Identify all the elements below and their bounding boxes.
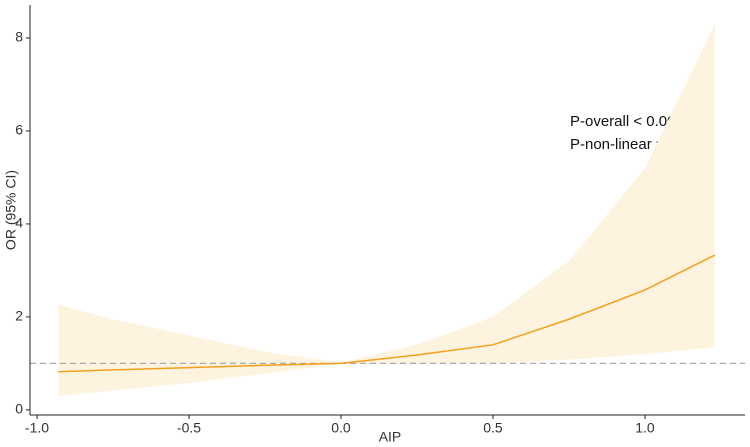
ci-band bbox=[58, 24, 715, 396]
x-axis-title: AIP bbox=[379, 429, 402, 445]
x-tick-label: 1.0 bbox=[635, 420, 655, 436]
y-tick-label: 8 bbox=[15, 29, 23, 45]
y-axis-title: OR (95% CI) bbox=[3, 170, 19, 250]
x-tick-label: -1.0 bbox=[25, 420, 49, 436]
x-tick-label: 0.0 bbox=[331, 420, 351, 436]
x-tick-label: -0.5 bbox=[177, 420, 201, 436]
y-tick-label: 0 bbox=[15, 401, 23, 417]
y-tick-label: 4 bbox=[15, 215, 23, 231]
y-tick-label: 6 bbox=[15, 122, 23, 138]
annotation: P-overall < 0.0001 bbox=[570, 113, 692, 130]
or-line bbox=[58, 254, 716, 373]
x-tick-label: 0.5 bbox=[483, 420, 503, 436]
y-tick-label: 2 bbox=[15, 308, 23, 324]
